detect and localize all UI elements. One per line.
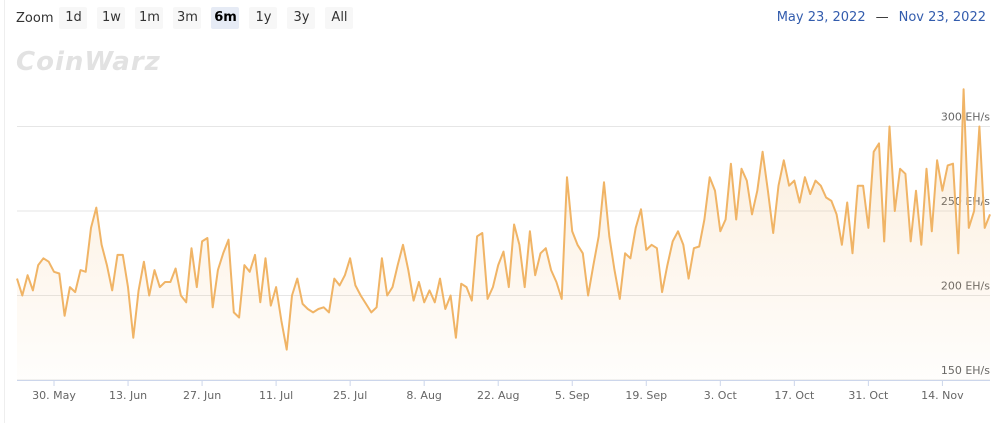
zoom-button[interactable]: 3m bbox=[173, 7, 202, 29]
range-to[interactable]: Nov 23, 2022 bbox=[898, 10, 986, 25]
x-tick-label: 30. May bbox=[32, 389, 76, 402]
x-tick-label: 17. Oct bbox=[774, 389, 815, 402]
zoom-toolbar: Zoom 1d 1w 1m 3m 6m 1y 3y All bbox=[0, 6, 363, 30]
x-tick-label: 31. Oct bbox=[848, 389, 889, 402]
x-tick-label: 19. Sep bbox=[625, 389, 667, 402]
zoom-button[interactable]: 1y bbox=[249, 7, 278, 29]
x-tick-label: 25. Jul bbox=[333, 389, 367, 402]
x-tick-label: 3. Oct bbox=[704, 389, 738, 402]
range-separator: — bbox=[875, 10, 889, 25]
x-tick-label: 8. Aug bbox=[406, 389, 441, 402]
x-tick-label: 5. Sep bbox=[555, 389, 590, 402]
watermark: CoinWarz bbox=[16, 47, 161, 77]
zoom-label: Zoom bbox=[16, 10, 54, 26]
x-tick-label: 14. Nov bbox=[921, 389, 964, 402]
x-tick-label: 11. Jul bbox=[259, 389, 293, 402]
area bbox=[17, 89, 990, 381]
x-tick-label: 27. Jun bbox=[183, 389, 221, 402]
zoom-button[interactable]: All bbox=[325, 7, 354, 29]
zoom-button[interactable]: 1m bbox=[135, 7, 164, 29]
zoom-button[interactable]: 3y bbox=[287, 7, 316, 29]
zoom-button[interactable]: 1d bbox=[59, 7, 88, 29]
x-tick-label: 13. Jun bbox=[109, 389, 147, 402]
zoom-button[interactable]: 1w bbox=[97, 7, 126, 29]
zoom-button[interactable]: 6m bbox=[211, 7, 240, 29]
x-tick-label: 22. Aug bbox=[477, 389, 519, 402]
line bbox=[16, 88, 991, 351]
range-from[interactable]: May 23, 2022 bbox=[776, 10, 866, 25]
date-range: May 23, 2022 — Nov 23, 2022 bbox=[777, 10, 986, 25]
